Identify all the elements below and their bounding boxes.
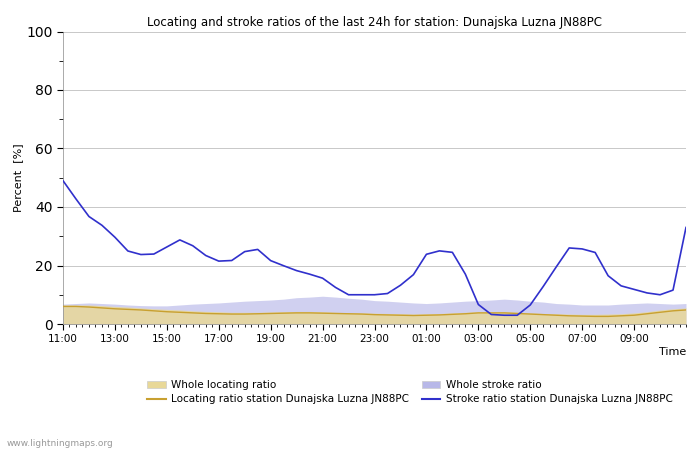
Text: Time: Time: [659, 347, 686, 357]
Y-axis label: Percent  [%]: Percent [%]: [13, 144, 23, 212]
Title: Locating and stroke ratios of the last 24h for station: Dunajska Luzna JN88PC: Locating and stroke ratios of the last 2…: [147, 16, 602, 29]
Legend: Whole locating ratio, Locating ratio station Dunajska Luzna JN88PC, Whole stroke: Whole locating ratio, Locating ratio sta…: [143, 376, 677, 409]
Text: www.lightningmaps.org: www.lightningmaps.org: [7, 439, 113, 448]
